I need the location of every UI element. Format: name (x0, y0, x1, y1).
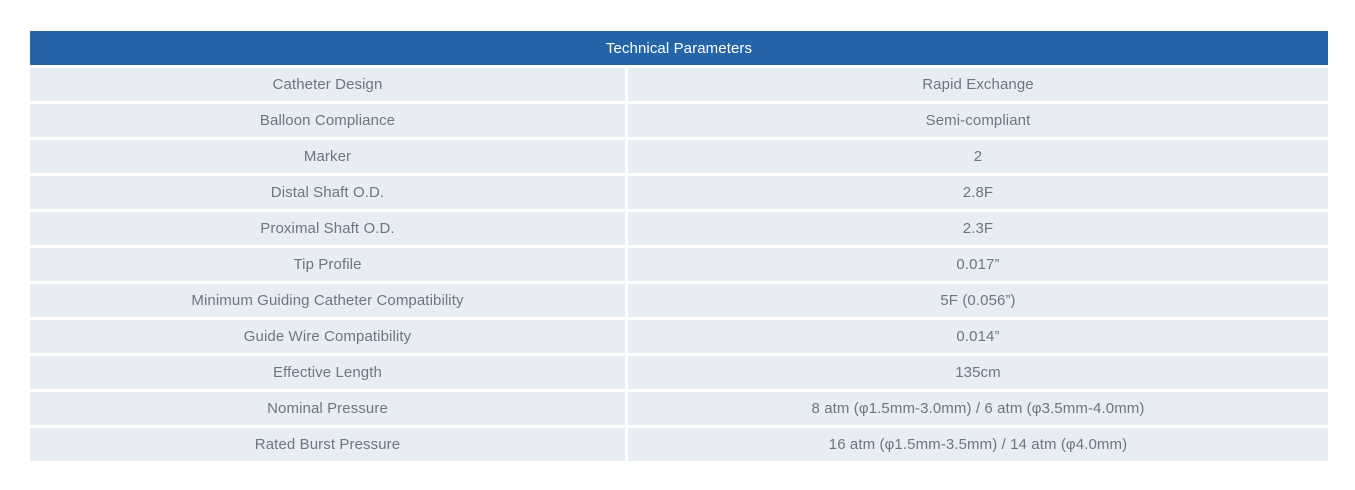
parameter-label: Distal Shaft O.D. (30, 176, 625, 209)
table-row: Rated Burst Pressure 16 atm (φ1.5mm-3.5m… (30, 428, 1328, 461)
table-row: Marker 2 (30, 140, 1328, 173)
parameter-value: 2.3F (628, 212, 1328, 245)
parameter-label: Tip Profile (30, 248, 625, 281)
table-row: Nominal Pressure 8 atm (φ1.5mm-3.0mm) / … (30, 392, 1328, 425)
parameter-value: 2.8F (628, 176, 1328, 209)
table-row: Tip Profile 0.017” (30, 248, 1328, 281)
table-row: Distal Shaft O.D. 2.8F (30, 176, 1328, 209)
table-row: Balloon Compliance Semi-compliant (30, 104, 1328, 137)
table-row: Minimum Guiding Catheter Compatibility 5… (30, 284, 1328, 317)
table-title: Technical Parameters (30, 31, 1328, 65)
parameter-value: 8 atm (φ1.5mm-3.0mm) / 6 atm (φ3.5mm-4.0… (628, 392, 1328, 425)
parameter-value: 0.014” (628, 320, 1328, 353)
parameter-value: Semi-compliant (628, 104, 1328, 137)
parameter-label: Marker (30, 140, 625, 173)
parameter-value: 135cm (628, 356, 1328, 389)
technical-parameters-table: Technical Parameters Catheter Design Rap… (30, 31, 1328, 461)
table-row: Proximal Shaft O.D. 2.3F (30, 212, 1328, 245)
parameter-label: Minimum Guiding Catheter Compatibility (30, 284, 625, 317)
parameter-value: 16 atm (φ1.5mm-3.5mm) / 14 atm (φ4.0mm) (628, 428, 1328, 461)
table-row: Catheter Design Rapid Exchange (30, 68, 1328, 101)
parameter-label: Nominal Pressure (30, 392, 625, 425)
parameter-label: Guide Wire Compatibility (30, 320, 625, 353)
parameter-label: Catheter Design (30, 68, 625, 101)
parameter-label: Rated Burst Pressure (30, 428, 625, 461)
table-body: Catheter Design Rapid Exchange Balloon C… (30, 68, 1328, 461)
parameter-value: 0.017” (628, 248, 1328, 281)
table-row: Guide Wire Compatibility 0.014” (30, 320, 1328, 353)
parameter-label: Proximal Shaft O.D. (30, 212, 625, 245)
parameter-value: Rapid Exchange (628, 68, 1328, 101)
parameter-value: 2 (628, 140, 1328, 173)
parameter-label: Balloon Compliance (30, 104, 625, 137)
table-row: Effective Length 135cm (30, 356, 1328, 389)
parameter-label: Effective Length (30, 356, 625, 389)
parameter-value: 5F (0.056”) (628, 284, 1328, 317)
